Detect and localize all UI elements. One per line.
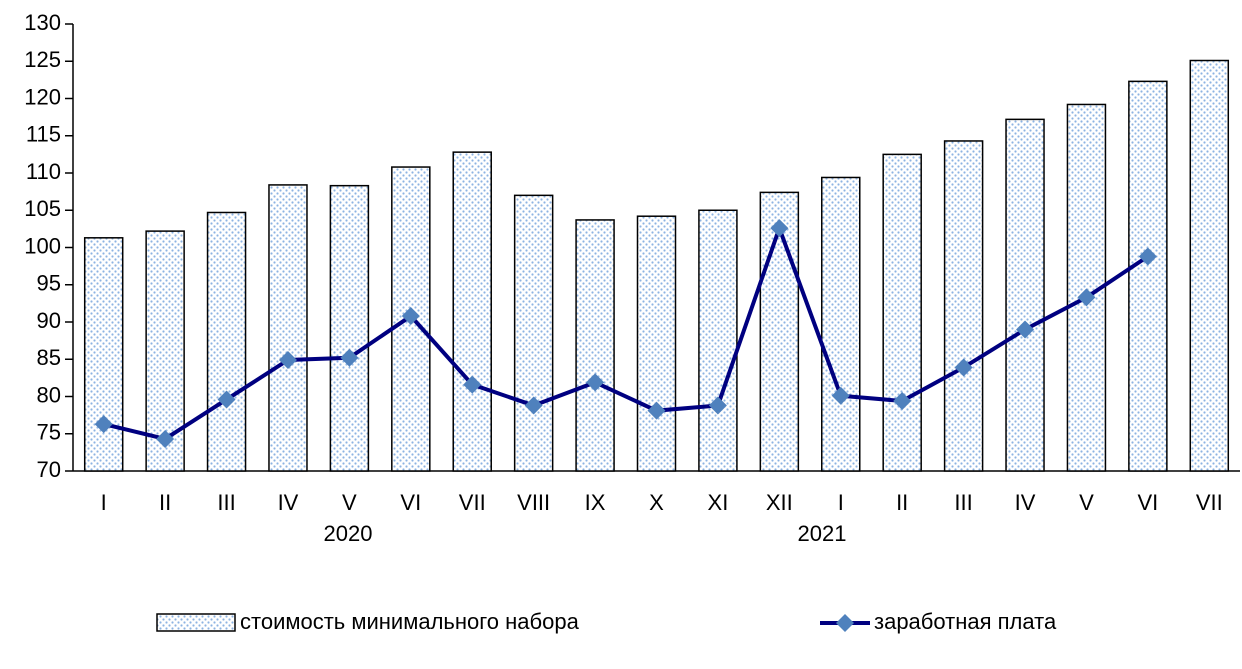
x-tick-label: III xyxy=(217,490,235,515)
x-tick-label: VIII xyxy=(517,490,550,515)
x-tick-label: V xyxy=(1079,490,1094,515)
marker xyxy=(893,391,912,410)
y-tick-label: 130 xyxy=(24,10,61,35)
bar xyxy=(206,211,247,472)
y-tick-label: 80 xyxy=(37,382,61,407)
legend-swatch xyxy=(156,613,236,632)
marker xyxy=(524,396,543,415)
marker xyxy=(1016,320,1035,339)
legend-label: заработная плата xyxy=(874,609,1057,634)
x-tick-label: IX xyxy=(585,490,606,515)
x-tick-label: V xyxy=(342,490,357,515)
bar xyxy=(513,194,554,472)
y-tick-label: 90 xyxy=(37,308,61,333)
x-tick-label: XII xyxy=(766,490,793,515)
bar xyxy=(943,140,984,472)
x-tick-label: IV xyxy=(1015,490,1036,515)
x-tick-label: XI xyxy=(708,490,729,515)
x-tick-label: VI xyxy=(400,490,421,515)
bar xyxy=(329,184,370,472)
bar xyxy=(575,219,615,472)
bar xyxy=(1005,118,1045,472)
bar xyxy=(698,209,738,472)
y-tick-label: 75 xyxy=(37,420,61,445)
bar xyxy=(83,237,124,472)
bar xyxy=(821,176,861,472)
marker xyxy=(278,350,297,369)
marker xyxy=(94,415,113,434)
x-tick-label: II xyxy=(896,490,908,515)
marker xyxy=(463,375,482,394)
x-tick-label: III xyxy=(954,490,972,515)
y-tick-label: 105 xyxy=(24,196,61,221)
marker xyxy=(954,358,973,377)
x-tick-label: VI xyxy=(1137,490,1158,515)
bar xyxy=(268,184,308,472)
y-tick-label: 120 xyxy=(24,84,61,109)
marker xyxy=(401,307,420,326)
x-tick-label: I xyxy=(838,490,844,515)
y-tick-label: 70 xyxy=(37,457,61,482)
marker xyxy=(217,390,236,409)
x-tick-label: I xyxy=(101,490,107,515)
bar xyxy=(636,215,677,472)
y-tick-label: 85 xyxy=(37,345,61,370)
marker xyxy=(647,401,666,420)
marker xyxy=(156,429,175,448)
legend-marker xyxy=(836,614,854,632)
x-tick-label: VII xyxy=(1196,490,1223,515)
y-tick-label: 115 xyxy=(26,122,61,147)
y-tick-label: 95 xyxy=(37,271,61,296)
x-tick-label: IV xyxy=(278,490,299,515)
marker xyxy=(340,348,359,367)
year-label: 2021 xyxy=(798,521,847,546)
legend-label: стоимость минимального набора xyxy=(240,609,580,634)
year-label: 2020 xyxy=(324,521,373,546)
bar xyxy=(882,153,922,472)
x-tick-label: VII xyxy=(459,490,486,515)
marker xyxy=(586,373,605,392)
x-tick-label: II xyxy=(159,490,171,515)
marker xyxy=(1138,247,1157,266)
bar xyxy=(759,191,800,472)
x-tick-label: X xyxy=(649,490,664,515)
bar xyxy=(452,151,492,472)
y-tick-label: 110 xyxy=(26,159,61,184)
bar xyxy=(1128,80,1168,472)
marker xyxy=(1077,288,1096,307)
bar xyxy=(1189,59,1230,472)
y-tick-label: 100 xyxy=(24,233,61,258)
line xyxy=(103,222,1149,442)
marker xyxy=(770,219,789,238)
marker xyxy=(708,396,727,415)
y-tick-label: 125 xyxy=(24,47,61,72)
marker xyxy=(831,386,850,405)
